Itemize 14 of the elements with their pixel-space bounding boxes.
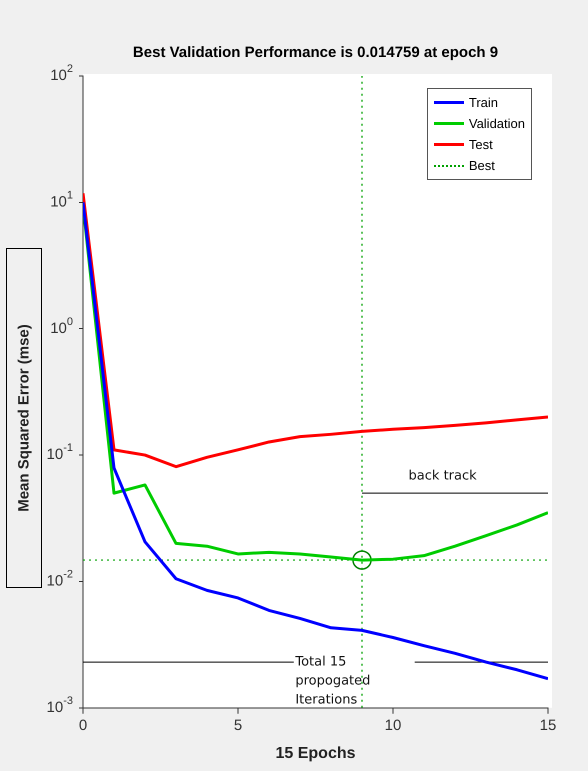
label-frame: Mean Squared Error (mse) xyxy=(6,248,42,588)
annotation: back track xyxy=(408,468,478,484)
legend-label: Validation xyxy=(468,116,525,131)
legend-label: Test xyxy=(468,137,493,152)
x-tick-label: 10 xyxy=(384,716,402,734)
x-axis-title: 15 Epochs xyxy=(275,744,356,762)
chart-title: Best Validation Performance is 0.014759 at epoch 9 xyxy=(132,44,498,62)
legend-label: Best xyxy=(468,158,495,173)
annotation: Total 15 propogated Iterations xyxy=(294,654,370,708)
x-tick-label: 0 xyxy=(78,716,88,734)
legend-label: Train xyxy=(468,95,498,110)
y-axis-title: Mean Squared Error (mse) xyxy=(16,324,32,512)
x-tick-label: 5 xyxy=(234,716,242,734)
x-tick-label: 15 xyxy=(540,716,556,734)
